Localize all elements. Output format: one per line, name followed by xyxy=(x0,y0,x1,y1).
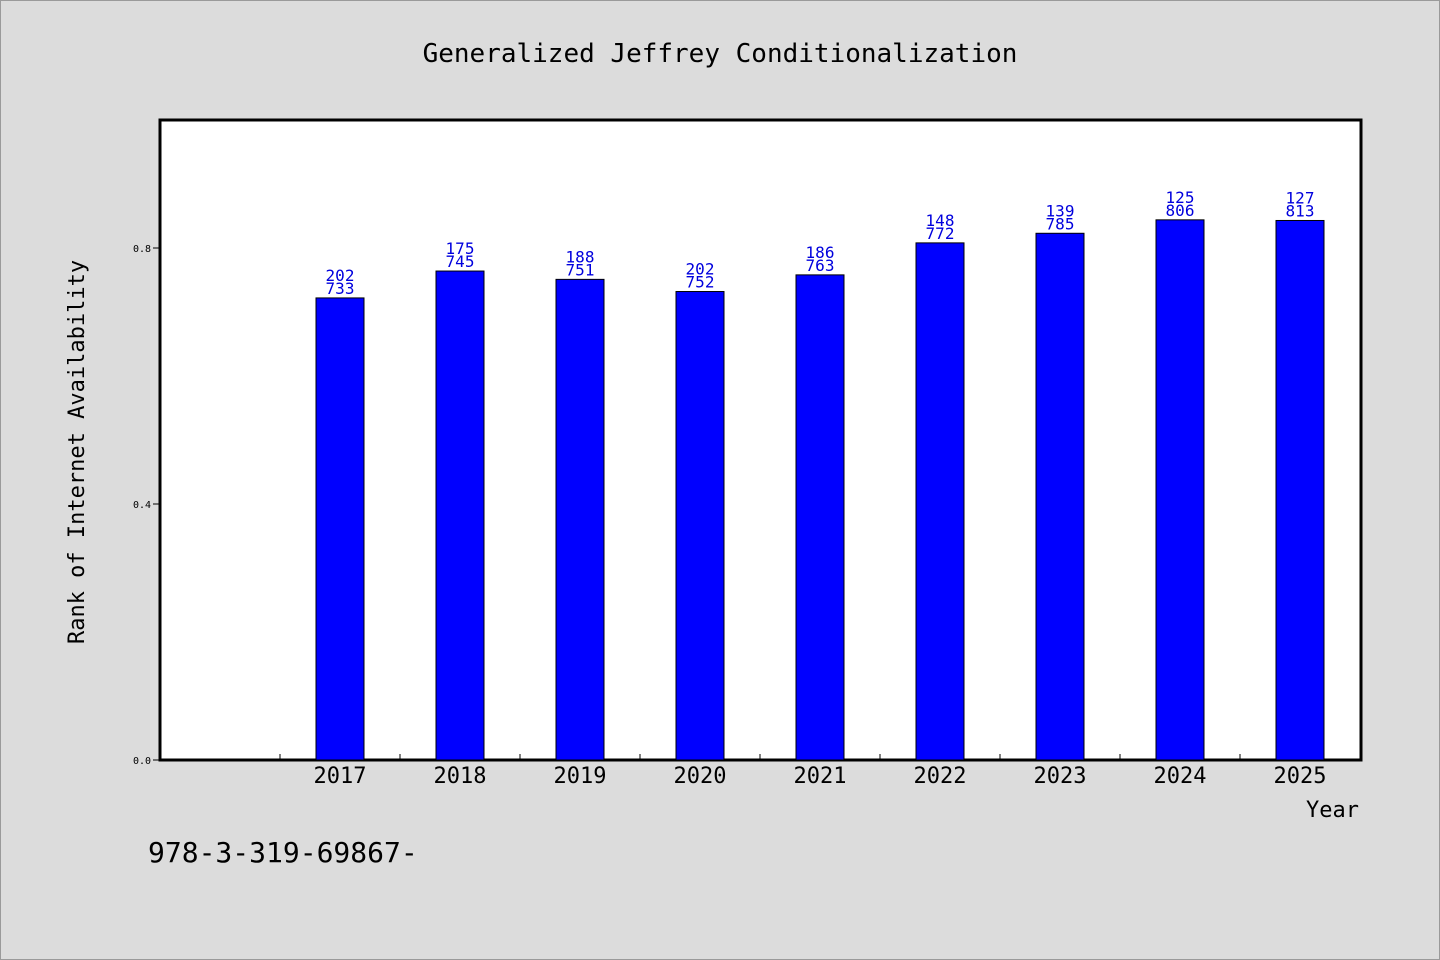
bar-value-label: 813 xyxy=(1286,201,1315,220)
bars xyxy=(315,219,1325,761)
x-tick-label: 2024 xyxy=(1154,764,1207,789)
bar-value-label: 763 xyxy=(806,256,835,275)
bar-value-label: 785 xyxy=(1046,214,1075,233)
bar xyxy=(315,297,365,761)
bar xyxy=(435,270,485,761)
x-tick-label: 2021 xyxy=(794,764,847,789)
bar xyxy=(1275,219,1325,761)
bar-value-label: 202 xyxy=(686,260,715,279)
chart-title: Generalized Jeffrey Conditionalization xyxy=(423,39,1018,69)
bar xyxy=(675,291,725,761)
footnote-isbn: 978-3-319-69867- xyxy=(148,836,418,869)
bar-value-label: 752 xyxy=(686,273,715,292)
bar xyxy=(1155,219,1205,761)
x-axis: 2017 2018 2019 2020 2021 2022 2023 2024 2025 xyxy=(279,754,1361,789)
bar-value-label: 186 xyxy=(806,243,835,262)
x-tick-label: 2018 xyxy=(434,764,487,789)
bar-value-label: 751 xyxy=(566,260,595,279)
x-tick-label: 2020 xyxy=(674,764,727,789)
bar xyxy=(915,242,965,761)
bar-value-label: 188 xyxy=(566,247,595,266)
bar xyxy=(1035,232,1085,761)
y-tick-label: 0.8 xyxy=(133,244,151,255)
x-axis-title: Year xyxy=(1306,798,1359,823)
x-tick-label: 2022 xyxy=(914,764,967,789)
x-tick-label: 2019 xyxy=(554,764,607,789)
bar-value-label: 806 xyxy=(1166,201,1195,220)
bar-value-label: 125 xyxy=(1166,188,1195,207)
bar-value-label: 127 xyxy=(1286,188,1315,207)
bar-value-label: 148 xyxy=(926,211,955,230)
x-tick-label: 2017 xyxy=(314,764,367,789)
bar-value-label: 772 xyxy=(926,224,955,243)
bar-value-label: 745 xyxy=(446,252,475,271)
x-tick-label: 2025 xyxy=(1274,764,1327,789)
y-axis-title: Rank of Internet Availability xyxy=(65,260,90,644)
y-axis: 0.0 0.4 0.8 xyxy=(133,244,160,767)
y-tick-label: 0.0 xyxy=(133,756,151,767)
bar-value-label: 202 xyxy=(326,266,355,285)
bar-value-label: 139 xyxy=(1046,201,1075,220)
x-tick-label: 2023 xyxy=(1034,764,1087,789)
bar-value-label: 175 xyxy=(446,239,475,258)
y-tick-label: 0.4 xyxy=(133,500,151,511)
bar-value-label: 733 xyxy=(326,279,355,298)
bar xyxy=(555,278,605,761)
bar xyxy=(795,274,845,761)
